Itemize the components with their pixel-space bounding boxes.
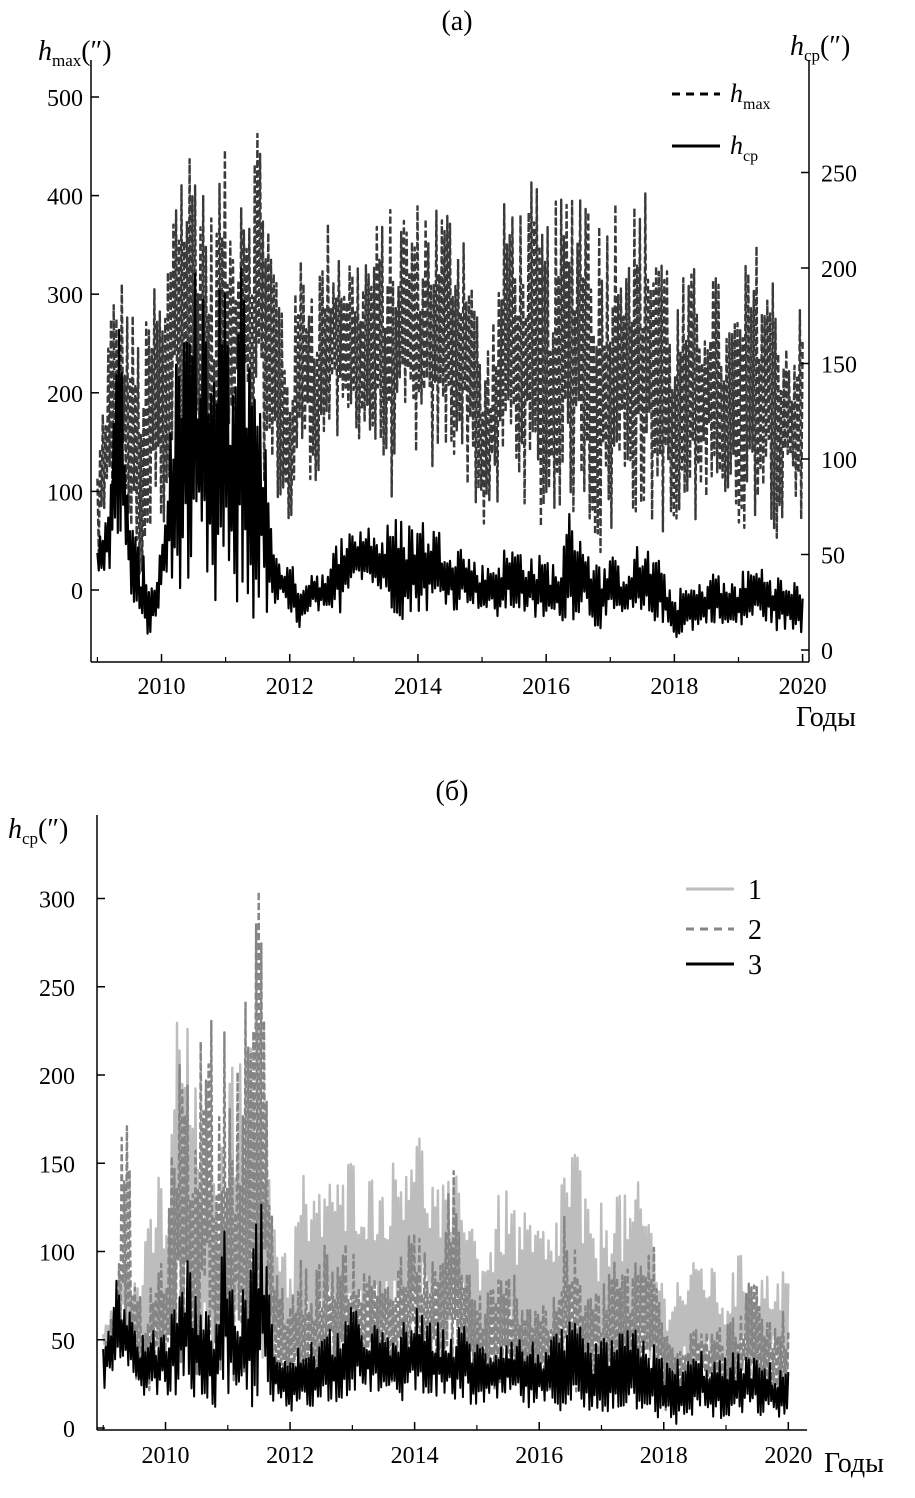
chart-b-ylabel: hср(″) [8, 814, 68, 848]
chart-a-ytick-left-label: 300 [47, 283, 83, 309]
chart-b-ytick-label: 200 [39, 1064, 75, 1090]
chart-b-ytick-label: 150 [39, 1152, 75, 1178]
chart-b-series-layer [102, 890, 790, 1425]
chart-b-ytick-label: 250 [39, 976, 75, 1002]
chart-a-ytick-left-label: 100 [47, 480, 83, 506]
chart-a-xlabel: Годы [796, 702, 856, 733]
chart-a-ytick-right-label: 100 [821, 448, 857, 474]
chart-b-ytick-label: 300 [39, 888, 75, 914]
chart-a-xtick-label: 2020 [779, 674, 827, 700]
chart-b-ytick-label: 50 [51, 1329, 75, 1355]
chart-a-xtick-label: 2014 [394, 674, 442, 700]
chart-a-series-layer [96, 132, 804, 639]
chart-b-ytick-label: 0 [63, 1417, 75, 1443]
chart-b-ticks: 2010 2012 2014 2016 2018 2020 0 50 100 150 200 250 3… [39, 888, 812, 1470]
legend-hcp-label: hср [730, 131, 758, 165]
chart-b-xtick-label: 2018 [640, 1443, 688, 1469]
chart-a-ytick-right-label: 50 [821, 544, 845, 570]
chart-b-xtick-label: 2014 [391, 1443, 439, 1469]
chart-a-ytick-left-label: 500 [47, 86, 83, 112]
chart-a: (а) 2010 2012 2014 2016 2018 2020 0 100 200 300 40… [38, 6, 857, 733]
chart-a-ytick-right-label: 200 [821, 257, 857, 283]
chart-a-title: (а) [441, 6, 472, 37]
chart-b-legend: 1 2 3 [686, 875, 762, 981]
chart-a-ytick-left-label: 200 [47, 382, 83, 408]
chart-a-ytick-right-label: 0 [821, 639, 833, 665]
chart-b-xtick-label: 2010 [142, 1443, 190, 1469]
legend-hmax-label: hmax [730, 79, 771, 113]
legend-2-label: 2 [748, 915, 762, 946]
chart-a-ylabel-right: hср(″) [790, 31, 850, 65]
chart-a-ticks: 2010 2012 2014 2016 2018 20200100200300400500… [47, 86, 857, 700]
chart-a-ytick-left-label: 0 [71, 579, 83, 605]
chart-a-ylabel-left: hmax(″) [38, 36, 112, 70]
chart-a-xtick-label: 2012 [266, 674, 314, 700]
chart-a-xtick-label: 2018 [650, 674, 698, 700]
chart-a-xtick-label: 2010 [138, 674, 186, 700]
chart-b: (б) 2010 2012 2014 2016 2018 2020 0 50 100 150 200… [8, 776, 884, 1479]
chart-a-ytick-right-label: 150 [821, 353, 857, 379]
chart-b-ytick-label: 100 [39, 1241, 75, 1267]
legend-1-label: 1 [748, 875, 762, 906]
series-line-hcp [96, 267, 804, 639]
chart-b-xtick-label: 2012 [266, 1443, 314, 1469]
chart-a-ytick-right-label: 250 [821, 162, 857, 188]
chart-b-xtick-label: 2020 [764, 1443, 812, 1469]
chart-b-title: (б) [436, 776, 469, 807]
chart-a-ytick-left-label: 400 [47, 185, 83, 211]
series-line-3 [102, 1203, 790, 1425]
chart-b-xtick-label: 2016 [515, 1443, 563, 1469]
chart-a-xtick-label: 2016 [522, 674, 570, 700]
chart-a-legend: hmax hср [672, 79, 771, 165]
legend-3-label: 3 [748, 950, 762, 981]
chart-b-xlabel: Годы [824, 1448, 884, 1479]
